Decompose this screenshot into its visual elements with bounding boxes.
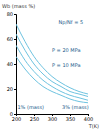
y-tick-label: 80 [7,11,13,17]
y-tick-mark [14,39,16,40]
x-tick: 250 [30,114,40,122]
chart: 200 250 300 350 400 0 20 40 60 80 Wb (mass %) T(K) N… [0,0,100,130]
y-tick: 60 [7,36,16,42]
y-tick: 80 [7,11,16,17]
series-line [16,24,88,94]
y-tick-mark [14,114,16,115]
x-tick-label: 400 [84,116,94,122]
annotation: P = 10 MPa [52,62,81,68]
y-tick-label: 60 [7,36,13,42]
annotations: Np/Nf = 5 P = 20 MPa P = 10 MPa 1% (mass) 3%… [17,19,88,110]
x-tick-label: 200 [12,116,22,122]
annotation: 3% (mass) [62,104,89,110]
annotation: P = 20 MPa [52,47,81,53]
y-tick: 0 [10,111,16,117]
x-tick-label: 300 [48,116,58,122]
annotation: Np/Nf = 5 [58,19,83,26]
x-tick-label: 250 [30,116,40,122]
series-line [16,57,88,103]
y-tick: 40 [7,61,16,67]
y-tick: 20 [7,86,16,92]
x-tick: 300 [48,114,58,122]
y-tick-label: 40 [7,61,13,67]
x-tick: 350 [66,114,76,122]
y-axis-title: Wb (mass %) [2,3,35,9]
y-tick-mark [14,64,16,65]
y-tick-mark [14,14,16,15]
y-tick-label: 20 [7,86,13,92]
y-axis-line [14,15,17,115]
x-tick: 400 [84,114,94,122]
x-axis-title: T(K) [88,123,99,129]
y-tick-label: 0 [10,111,13,117]
x-tick: 200 [12,114,22,122]
x-axis: 200 250 300 350 400 [12,114,94,122]
y-tick-mark [14,89,16,90]
y-axis: 0 20 40 60 80 [7,11,17,117]
x-tick-label: 350 [66,116,76,122]
series-line [16,34,88,97]
plot-area [16,24,88,103]
annotation: 1% (mass) [17,104,44,110]
